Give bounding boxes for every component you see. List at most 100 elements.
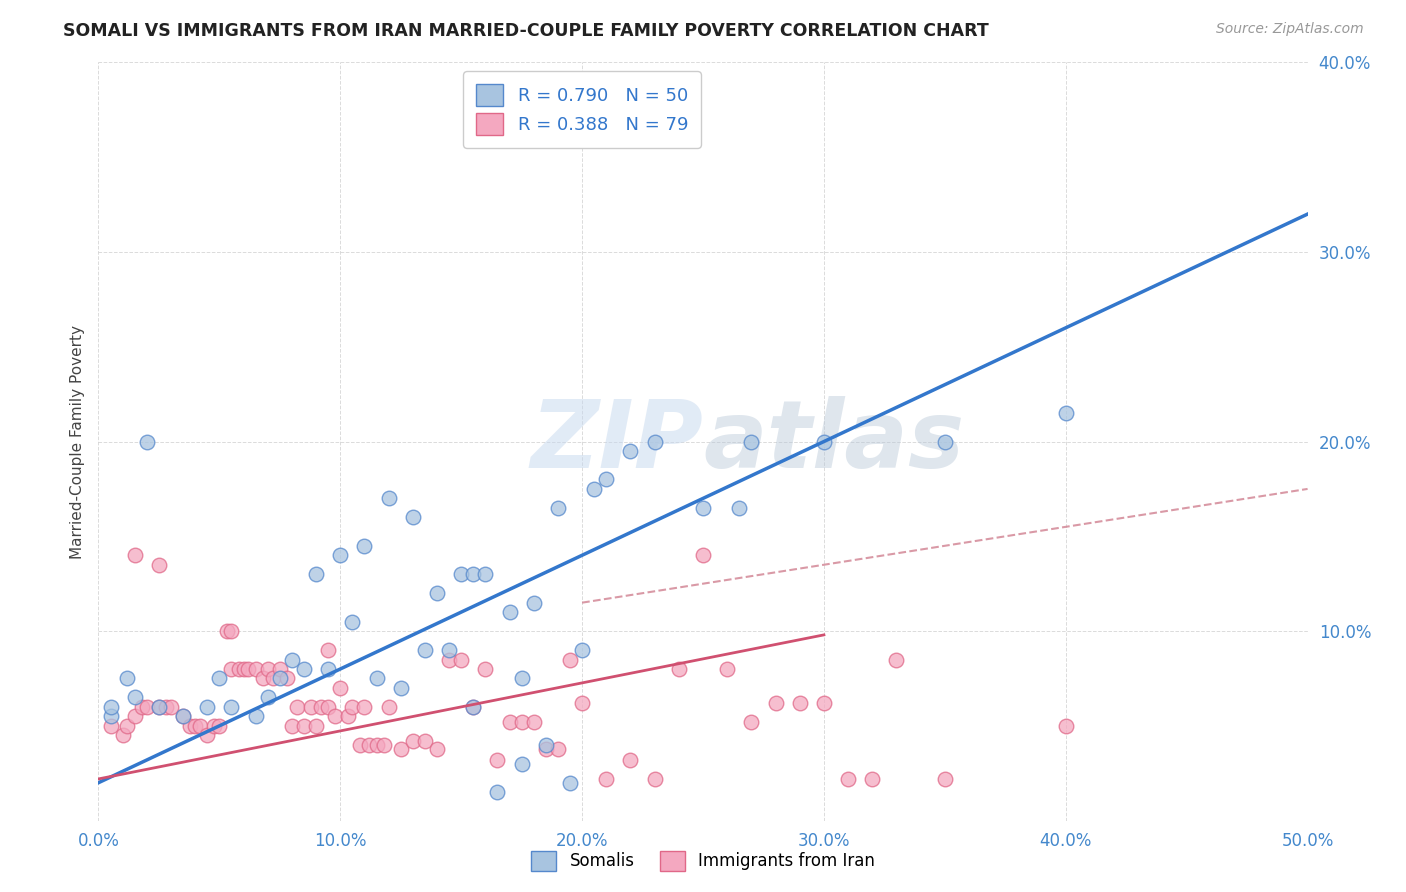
Point (228, 662, 250, 676)
Point (534, 738, 557, 752)
Point (595, 772, 617, 786)
Point (262, 672, 284, 686)
Point (342, 699, 364, 714)
Point (934, 772, 956, 786)
Point (837, 772, 859, 786)
Point (336, 709, 359, 723)
Point (299, 699, 322, 714)
Point (329, 681, 352, 695)
Point (728, 500, 751, 515)
Point (413, 734, 436, 748)
Point (860, 772, 883, 786)
Point (359, 738, 381, 752)
Point (498, 715, 520, 730)
Point (547, 741, 569, 756)
Point (644, 434, 666, 449)
Text: ZIP: ZIP (530, 395, 703, 488)
Point (245, 709, 267, 723)
Point (547, 500, 569, 515)
Point (474, 567, 496, 582)
Point (486, 753, 509, 767)
Point (281, 652, 304, 666)
Point (934, 434, 956, 449)
Point (426, 741, 449, 756)
Text: atlas: atlas (703, 395, 965, 488)
Point (148, 699, 170, 714)
Point (276, 672, 298, 686)
Point (644, 772, 666, 786)
Point (463, 567, 485, 582)
Point (716, 662, 738, 676)
Point (765, 696, 787, 710)
Point (789, 696, 811, 710)
Point (668, 662, 690, 676)
Point (523, 715, 546, 730)
Point (377, 699, 399, 714)
Point (148, 699, 170, 714)
Point (100, 699, 122, 714)
Point (124, 690, 146, 705)
Point (886, 652, 908, 666)
Point (366, 672, 388, 686)
Point (281, 719, 304, 733)
Point (325, 709, 347, 723)
Point (813, 434, 835, 449)
Point (256, 662, 278, 676)
Point (208, 719, 231, 733)
Point (353, 539, 375, 553)
Point (740, 434, 762, 449)
Point (510, 715, 533, 730)
Point (221, 624, 243, 639)
Point (195, 699, 218, 714)
Point (124, 709, 146, 723)
Point (413, 643, 436, 657)
Point (402, 734, 425, 748)
Point (100, 719, 122, 733)
Y-axis label: Married-Couple Family Poverty: Married-Couple Family Poverty (69, 325, 84, 558)
Point (215, 624, 238, 639)
Point (1054, 406, 1077, 420)
Point (534, 741, 557, 756)
Point (292, 719, 315, 733)
Point (474, 662, 496, 676)
Point (583, 482, 606, 496)
Point (117, 719, 139, 733)
Point (305, 567, 328, 582)
Point (179, 719, 201, 733)
Point (510, 756, 533, 771)
Point (692, 500, 714, 515)
Point (329, 548, 352, 563)
Point (316, 662, 339, 676)
Point (389, 681, 412, 695)
Point (252, 672, 274, 686)
Point (486, 785, 509, 799)
Point (402, 510, 425, 524)
Point (135, 699, 157, 714)
Point (208, 672, 231, 686)
Point (232, 662, 254, 676)
Point (740, 715, 762, 730)
Point (135, 434, 157, 449)
Point (619, 444, 641, 458)
Point (269, 662, 291, 676)
Text: Source: ZipAtlas.com: Source: ZipAtlas.com (1216, 22, 1364, 37)
Point (172, 709, 194, 723)
Point (172, 709, 194, 723)
Point (160, 699, 183, 714)
Point (595, 473, 617, 487)
Point (349, 738, 371, 752)
Point (571, 643, 593, 657)
Point (285, 699, 308, 714)
Legend: Somalis, Immigrants from Iran: Somalis, Immigrants from Iran (523, 842, 883, 880)
Point (389, 741, 412, 756)
Point (316, 699, 339, 714)
Point (155, 699, 177, 714)
Point (111, 728, 134, 742)
Point (221, 699, 243, 714)
Point (426, 586, 449, 600)
Point (245, 662, 267, 676)
Point (204, 719, 226, 733)
Legend: R = 0.790   N = 50, R = 0.388   N = 79: R = 0.790 N = 50, R = 0.388 N = 79 (464, 71, 700, 148)
Point (342, 615, 364, 629)
Point (366, 738, 388, 752)
